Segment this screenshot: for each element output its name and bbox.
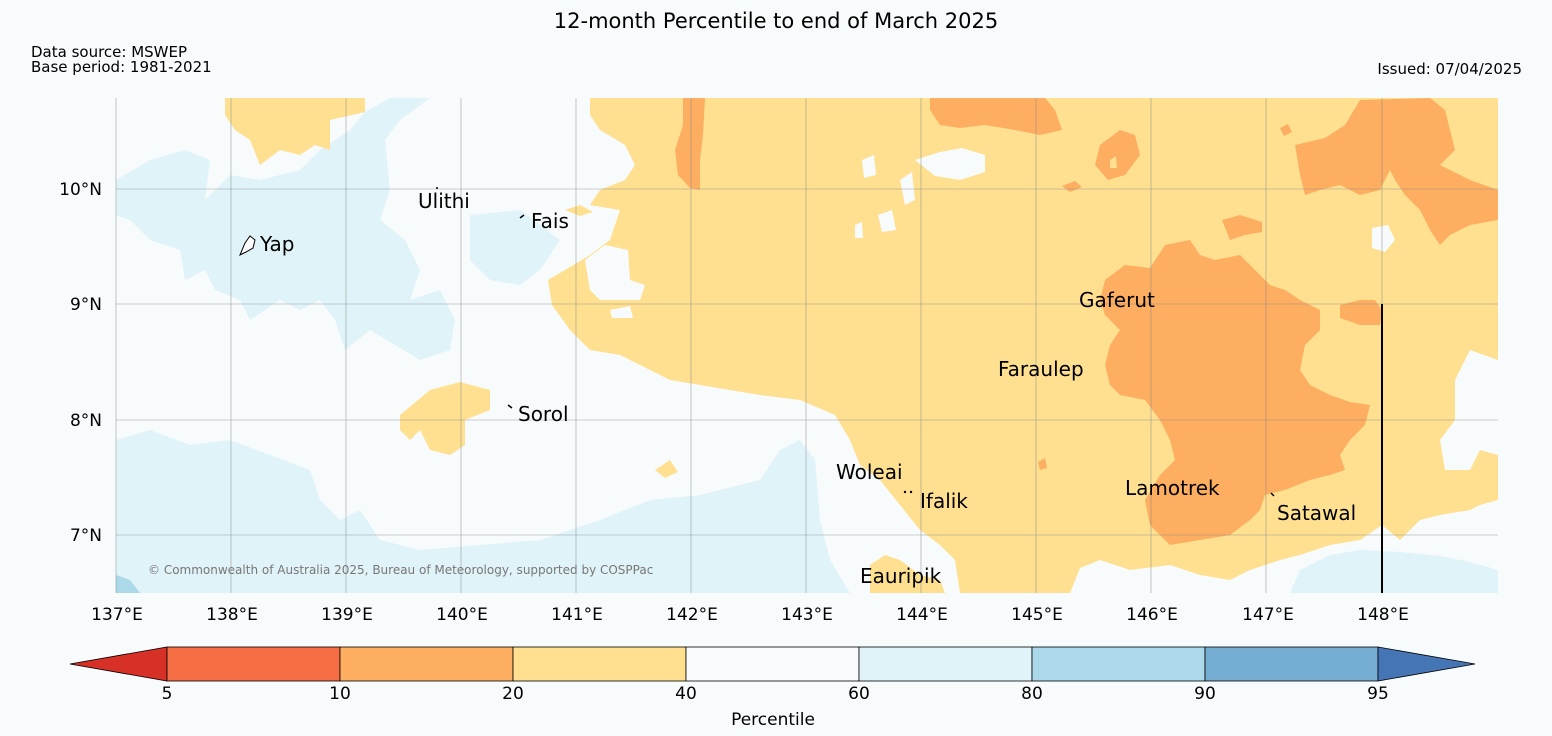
lon-axis-labels: 137°E 138°E 139°E 140°E 141°E 142°E 143°… [91,605,1409,625]
colorbar-tick-label: 95 [1367,684,1389,704]
region-10-20-central [1100,240,1370,545]
ifalik-island-marker [903,490,907,494]
label-fais: Fais [531,209,569,233]
label-satawal: Satawal [1277,501,1356,525]
label-woleai: Woleai [836,460,903,484]
map-metadata: Data source: MSWEP Base period: 1981-202… [31,45,212,75]
data-source-text: Data source: MSWEP [31,43,188,61]
region-40-60-hole-8 [1372,225,1395,252]
sorol-island-marker [507,404,513,409]
label-eauripik: Eauripik [860,564,942,588]
region-40-60-hole-1 [585,245,645,300]
percentile-shading [116,98,1498,593]
colorbar-extend-low [69,646,168,682]
colorbar-segment [1031,646,1206,682]
lon-tick-label: 146°E [1126,605,1178,625]
region-40-60-hole-2 [610,306,633,318]
colorbar-tick-label: 90 [1194,684,1216,704]
region-40-60-hole-9 [1110,156,1117,168]
region-10-20-blob-2 [1222,215,1262,240]
map-title: 12-month Percentile to end of March 2025 [553,9,999,33]
lon-tick-label: 140°E [436,605,488,625]
colorbar-extend-high [1377,646,1476,682]
fais-island-marker [519,214,525,219]
region-40-60-hole-5 [862,155,876,178]
colorbar-segment [858,646,1033,682]
region-40-60-hole-4 [900,172,915,205]
colorbar-tick-label: 20 [502,684,524,704]
colorbar-title: Percentile [731,710,815,730]
lon-tick-label: 137°E [91,605,143,625]
region-60-80-west [116,98,455,360]
region-20-40-blob-eauripik [870,555,945,593]
label-sorol: Sorol [518,402,569,426]
colorbar-tick-label: 80 [1021,684,1043,704]
region-40-60-hole-7 [855,222,863,238]
lon-tick-label: 144°E [896,605,948,625]
colorbar-tick-label: 40 [675,684,697,704]
lon-tick-label: 147°E [1242,605,1294,625]
label-ulithi: Ulithi [418,189,470,213]
label-gaferut: Gaferut [1079,288,1155,312]
ulithi-island-marker [436,187,438,189]
copyright-notice: © Commonwealth of Australia 2025, Bureau… [148,563,653,577]
yap-island-outline [239,235,256,257]
lon-tick-label: 145°E [1011,605,1063,625]
region-60-80-mid [470,210,560,285]
colorbar-tick-label: 60 [848,684,870,704]
label-yap: Yap [259,232,294,256]
map-panel: Ulithi Fais Yap Gaferut Faraulep Sorol W… [115,98,1498,593]
colorbar-segment [685,646,860,682]
region-60-80-southeast [1290,550,1498,593]
region-20-40-blob-sw [400,382,490,455]
base-period-text: Base period: 1981-2021 [31,58,212,76]
region-10-20-northeast [1295,98,1498,245]
map-gridlines [115,98,1498,593]
colorbar-tick-label: 10 [329,684,351,704]
lat-tick-label: 7°N [70,526,102,546]
label-lamotrek: Lamotrek [1125,476,1220,500]
lon-tick-label: 148°E [1357,605,1409,625]
lon-tick-label: 138°E [206,605,258,625]
ifalik-island-marker-2 [909,490,913,494]
colorbar-segment [166,646,341,682]
lon-tick-label: 141°E [551,605,603,625]
lat-tick-label: 10°N [59,180,102,200]
colorbar-segment [339,646,514,682]
region-10-20-blob-3 [1340,300,1382,325]
region-10-20-blob-5 [1280,124,1292,136]
region-80-90-south [116,575,140,593]
lat-tick-label: 8°N [70,411,102,431]
issued-date: Issued: 07/04/2025 [1377,60,1522,78]
region-20-40-fais [565,205,593,216]
region-10-20-blob-1 [1095,130,1140,180]
region-10-20-north [930,98,1062,135]
region-40-60-hole-3 [915,148,985,180]
colorbar-segment [1204,646,1379,682]
region-20-40-north [225,98,365,165]
lon-tick-label: 143°E [781,605,833,625]
lat-axis-labels: 10°N 9°N 8°N 7°N [59,180,102,546]
lon-tick-label: 142°E [666,605,718,625]
colorbar: 5 10 20 40 60 80 90 95 Percentile [69,646,1476,730]
satawal-island-marker [1270,492,1275,497]
colorbar-segment [512,646,687,682]
colorbar-tick-label: 5 [162,684,173,704]
region-40-60-hole-6 [878,210,896,232]
region-10-20-blob-6 [1038,458,1047,470]
region-20-40-blob-s [655,460,678,478]
region-60-80-southwest [116,430,850,593]
label-ifalik: Ifalik [920,489,968,513]
lon-tick-label: 139°E [321,605,373,625]
label-faraulep: Faraulep [998,357,1084,381]
region-10-20-strip [675,98,705,190]
lat-tick-label: 9°N [70,295,102,315]
